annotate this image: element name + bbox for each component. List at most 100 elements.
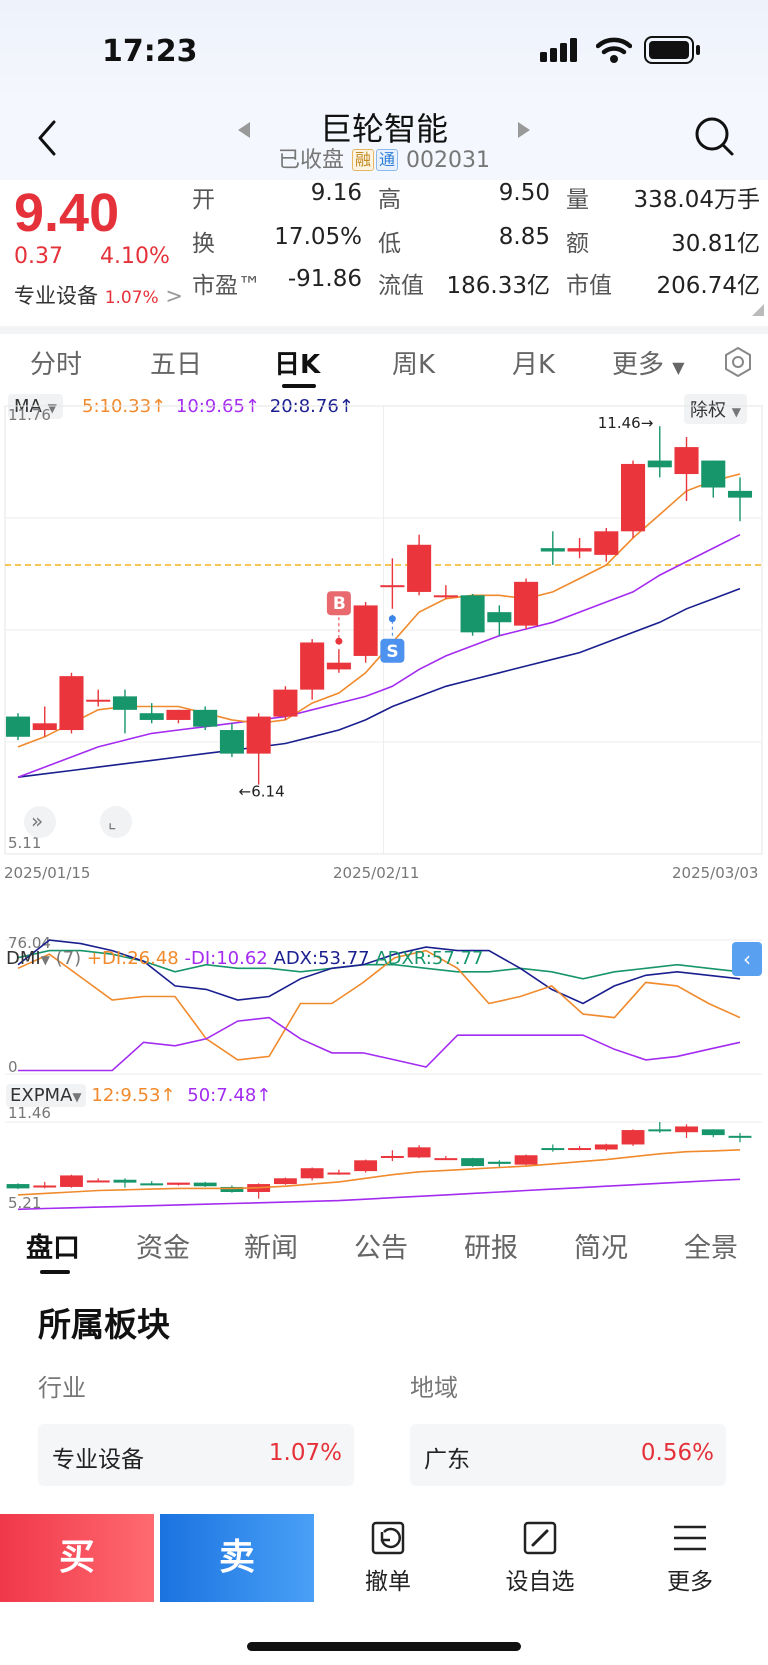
expma-candle-body [594,1144,618,1150]
dmi-selector[interactable]: DMI▼ [6,948,50,969]
expma-selector[interactable]: EXPMA▼ [6,1084,86,1107]
tab-profile[interactable]: 简况 [574,1233,628,1264]
tab-announcements[interactable]: 公告 [354,1233,408,1264]
tab-more[interactable]: 更多 ▼ [612,344,685,381]
candle-body [273,689,298,717]
tab-overview[interactable]: 全景 [684,1233,738,1264]
connect-tag: 通 [376,149,399,171]
settings-icon[interactable] [722,346,754,378]
region-label: 地域 [410,1374,458,1402]
x-label-mid: 2025/02/11 [333,864,419,882]
expma-candle-body [220,1186,244,1192]
open-value: 9.16 [310,180,362,206]
last-price: 9.40 [14,183,120,243]
chevron-right-icon: > [165,284,183,308]
add-watchlist-button[interactable]: 设自选 [490,1520,590,1596]
active-tab-indicator [282,384,316,388]
x-label-end: 2025/03/03 [672,864,758,882]
sell-marker-label: S [386,642,398,662]
adjust-label: 除权 [690,400,726,421]
tab-fund-flow[interactable]: 资金 [136,1233,190,1264]
expand-corner-icon[interactable] [752,304,764,316]
candle-body [540,548,565,552]
candle-body [433,595,458,598]
tab-daily-k[interactable]: 日K [274,350,321,380]
tab-intraday[interactable]: 分时 [30,350,83,380]
volume-label: 量 [566,187,589,213]
status-bar: 17:23 [0,0,768,100]
dmi-label: DMI [6,948,41,969]
candle-body [112,696,137,710]
float-cap-label: 流值 [378,273,424,299]
expma-candle-body [60,1175,83,1187]
expma-candle-body [461,1158,485,1167]
dmi-mdi-line [18,1016,741,1072]
kline-chart[interactable]: 11.76 5.11 11.46→ ←6.14 B S » ⌞ 2025/01/15 2025/0… [0,386,768,1212]
expma-candle-body [728,1135,752,1138]
info-tabs: 盘口 资金 新闻 公告 研报 简况 全景 [0,1212,768,1276]
tab-weekly-k[interactable]: 周K [392,350,436,380]
stock-header: 巨轮智能 已收盘 融通 002031 [0,100,768,180]
more-actions-label: 更多 [667,1569,713,1595]
prev-stock-icon[interactable] [236,120,252,140]
dmi-pdi-line [17,949,741,1061]
amount-value: 30.81亿 [671,231,760,257]
more-actions-button[interactable]: 更多 [640,1520,740,1596]
collapse-panel-button[interactable]: ‹ [732,942,762,976]
double-chevron-icon: » [31,809,43,833]
industry-name: 专业设备 [52,1447,144,1473]
home-indicator [247,1642,521,1651]
candle-body [86,699,111,702]
tab-order-book[interactable]: 盘口 [26,1233,80,1264]
tab-monthly-k[interactable]: 月K [512,350,556,380]
high-label: 高 [378,187,401,213]
sector-name: 专业设备 [14,284,98,308]
sector-link[interactable]: 专业设备 1.07% > [14,280,183,310]
dmi-adxr-value: ADXR:57.77 [375,948,484,969]
industry-pct: 1.07% [268,1440,342,1466]
expma-candle-body [487,1161,511,1164]
expma-candle-body [621,1130,645,1145]
period-tabs: 分时 五日 日K 周K 月K 更多 ▼ [0,326,768,388]
expma50-value: 50:7.48↑ [187,1085,272,1106]
candle-body [326,662,351,670]
status-time: 17:23 [102,34,198,69]
caret-down-icon: ▼ [731,405,741,419]
market-cap-label: 市值 [566,273,612,299]
tab-five-day[interactable]: 五日 [150,350,203,380]
expma-candle-body [541,1148,565,1151]
sell-button[interactable]: 卖 [160,1514,314,1602]
edit-icon [523,1521,557,1555]
expma-candle-body [434,1158,458,1161]
dmi-adx-line [17,939,741,1005]
menu-icon [674,1525,706,1551]
tab-research[interactable]: 研报 [464,1233,518,1264]
margin-tag: 融 [352,149,375,171]
expma-top-label: 11.46 [8,1104,51,1122]
candle-body [647,460,672,468]
industry-card[interactable]: 专业设备 1.07% [38,1424,354,1486]
tab-news[interactable]: 新闻 [244,1233,298,1264]
cancel-order-button[interactable]: 撤单 [338,1520,438,1596]
candle-body [246,716,271,754]
cancel-order-label: 撤单 [365,1569,411,1595]
price-change-pct: 4.10% [100,244,170,269]
pe-value: -91.86 [287,266,362,292]
quote-panel: 9.40 0.37 4.10% 专业设备 1.07% > 开 9.16 高 9.… [0,180,768,320]
adjust-selector[interactable]: 除权 ▼ [684,394,747,424]
tab-more-label: 更多 [612,350,665,380]
back-icon[interactable] [30,118,70,158]
expma-candle-body [33,1185,57,1188]
candle-body [380,585,405,588]
stock-subtitle: 已收盘 融通 002031 [0,142,768,174]
expma-bottom-label: 5.21 [8,1194,41,1212]
search-icon[interactable] [692,114,736,158]
next-stock-icon[interactable] [516,120,532,140]
add-watchlist-label: 设自选 [505,1569,575,1595]
region-card[interactable]: 广东 0.56% [410,1424,726,1486]
expma-candle-body [701,1129,725,1136]
buy-marker-badge [326,591,351,616]
buy-button[interactable]: 买 [0,1514,154,1602]
low-label: 低 [378,231,401,257]
sell-marker-badge [380,638,405,663]
